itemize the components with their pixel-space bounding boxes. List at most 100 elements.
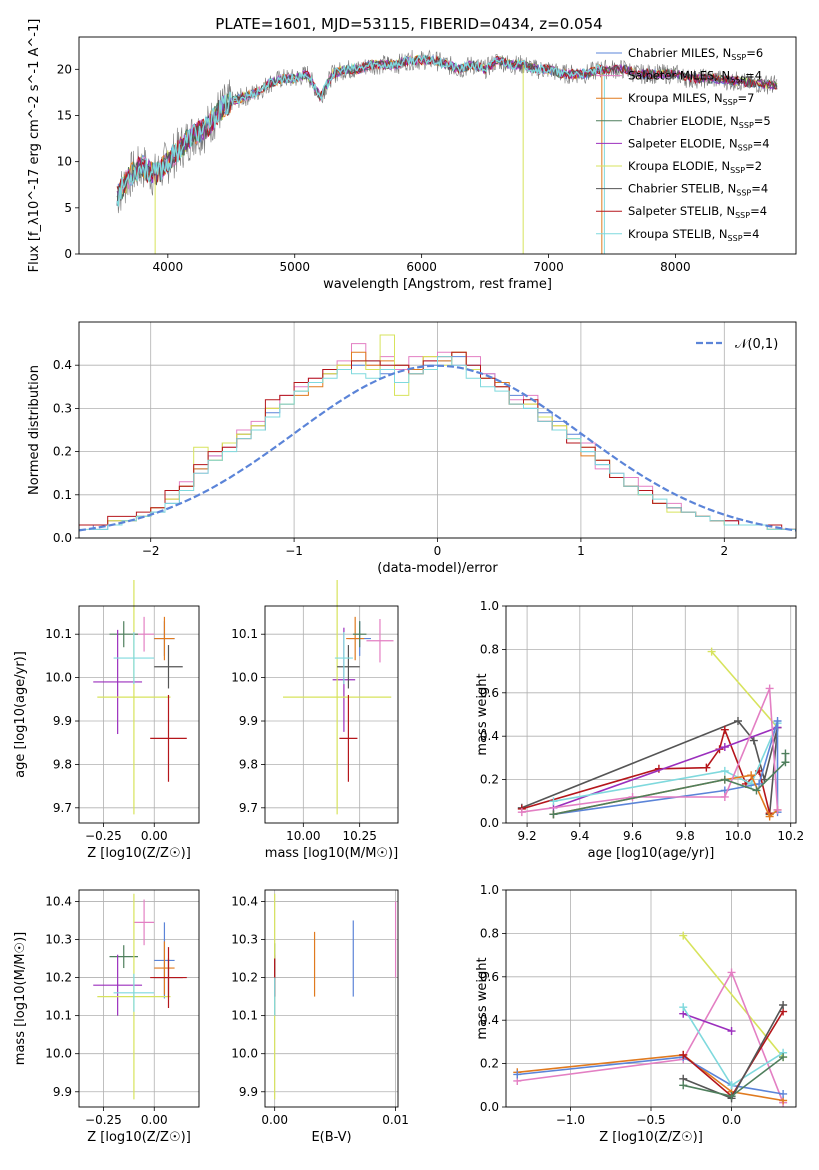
x-tick-label: 9.2 [518, 829, 537, 843]
y-tick-label: 0.4 [53, 358, 72, 372]
weight-marker [549, 797, 558, 806]
y-tick-label: 9.9 [53, 714, 72, 728]
legend-subscript: SSP [723, 98, 738, 107]
error-bars [93, 579, 187, 815]
y-tick-label: 10.2 [231, 971, 258, 985]
x-tick-label: 9.4 [570, 829, 589, 843]
y-tick-label: 0.2 [480, 1057, 499, 1071]
x-tick-label: 0.00 [261, 1113, 288, 1127]
weight-marker [765, 812, 774, 821]
legend-subscript: SSP [731, 53, 746, 62]
weight-marker [679, 931, 688, 940]
weight-marker [755, 779, 764, 788]
legend-subscript: SSP [730, 166, 745, 175]
weight-marker [773, 805, 782, 814]
x-axis-label: wavelength [Angstrom, rest frame] [323, 277, 552, 292]
x-tick-label: 0 [434, 544, 442, 558]
x-tick-label: 0.01 [382, 1113, 409, 1127]
legend-subscript: SSP [730, 76, 745, 85]
weight-marker [720, 743, 729, 752]
y-tick-label: 0.1 [53, 488, 72, 502]
x-tick-label: 9.6 [623, 829, 642, 843]
legend-entry: Salpeter STELIB, NSSP=4 [628, 204, 767, 220]
x-tick-label: −0.25 [85, 1113, 122, 1127]
weight-marker [779, 1053, 788, 1062]
weight-marker [720, 766, 729, 775]
legend-value: =4 [745, 69, 762, 83]
x-tick-label: 0.0 [722, 1113, 741, 1127]
y-tick-label: 0.0 [53, 531, 72, 545]
axis-group: −0.25 0.00 9.7 9.8 9.9 10.0 10.1 [45, 606, 199, 843]
error-bars [274, 893, 397, 1100]
y-tick-label: 0.4 [480, 1013, 499, 1027]
y-tick-label: 10.0 [231, 671, 258, 685]
y-tick-label: 10.3 [231, 932, 258, 946]
legend-entry: Chabrier STELIB, NSSP=4 [628, 182, 768, 198]
weight-marker [747, 771, 756, 780]
x-tick-label: 5000 [279, 260, 310, 274]
weight-marker [734, 717, 742, 726]
legend-value: =5 [754, 114, 771, 128]
spectrum-axes [78, 36, 797, 255]
weight-marker [679, 1050, 688, 1059]
residual-axes [78, 321, 797, 539]
y-tick-label: 10.1 [45, 627, 72, 641]
axis-group: 10.00 10.25 9.7 9.8 9.9 10.0 10.1 [231, 606, 398, 843]
weight-line [517, 1054, 784, 1102]
y-tick-label: 1.0 [480, 883, 499, 897]
legend-entry: Kroupa ELODIE, NSSP=2 [628, 159, 762, 175]
weight-line [710, 651, 779, 729]
legend-value: =6 [746, 46, 763, 60]
error-bars [93, 893, 187, 1100]
x-tick-label: 1 [577, 544, 585, 558]
legend-value: =4 [751, 182, 768, 196]
x-tick-label: −1.0 [556, 1113, 585, 1127]
weight-line [521, 688, 779, 813]
axis-group: −1.0 −0.5 0.0 0.0 0.2 0.4 0.6 0.8 1.0 [480, 883, 796, 1127]
y-tick-label: 10.4 [45, 894, 72, 908]
weight-marker [781, 758, 790, 767]
weight-lines [513, 931, 788, 1107]
y-tick-label: 0.8 [480, 642, 499, 656]
x-tick-label: 6000 [406, 260, 437, 274]
y-tick-label: 0.0 [480, 1100, 499, 1114]
y-tick-label: 0.2 [480, 773, 499, 787]
weight-marker [513, 1070, 522, 1079]
y-tick-label: 1.0 [480, 599, 499, 613]
model-spectrum-line [116, 54, 603, 207]
x-tick-label: 7000 [533, 260, 564, 274]
weight-marker [752, 786, 761, 795]
y-tick-label: 5 [64, 201, 72, 215]
y-axis-label: Flux [f_λ10^-17 erg cm^-2 s^-1 A^-1] [27, 19, 42, 273]
legend-subscript: SSP [728, 234, 743, 243]
weight-marker [720, 792, 729, 801]
y-tick-label: 10.1 [45, 1009, 72, 1023]
weight-line [521, 727, 771, 814]
x-tick-label: 4000 [153, 260, 184, 274]
legend-entry: Kroupa MILES, NSSP=7 [628, 91, 754, 107]
legend: 𝒩(0,1) [696, 337, 778, 352]
histograms [79, 334, 796, 538]
weight-marker [702, 763, 711, 772]
x-tick-label: −2 [142, 544, 160, 558]
x-tick-label: 10.2 [777, 829, 804, 843]
x-axis-label: Z [log10(Z/Z☉)] [87, 846, 191, 861]
weight-marker [773, 717, 782, 726]
x-axis-label: age [log10(age/yr)] [588, 846, 715, 861]
y-tick-label: 0.4 [480, 729, 499, 743]
scatter-axes [264, 605, 399, 824]
legend-entry: Kroupa STELIB, NSSP=4 [628, 227, 759, 243]
legend-value: =4 [743, 227, 760, 241]
weight-marker [727, 1027, 736, 1036]
y-tick-label: 0 [64, 247, 72, 261]
residual-histogram [79, 356, 796, 538]
y-tick-label: 15 [57, 108, 72, 122]
y-axis-label: Normed distribution [27, 365, 42, 495]
weight-marker [720, 725, 729, 734]
y-axis-label: age [log10(age/yr)] [13, 651, 28, 778]
y-tick-label: 0.3 [53, 401, 72, 415]
y-tick-label: 0.6 [480, 970, 499, 984]
y-tick-label: 0.2 [53, 445, 72, 459]
weight-marker [781, 749, 790, 758]
